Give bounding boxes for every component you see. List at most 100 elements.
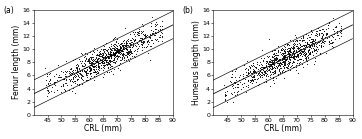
- Point: [113, 36, 118, 38]
- Point: [227, 80, 232, 82]
- Point: [287, 50, 293, 53]
- Point: [45, 75, 50, 77]
- Point: [306, 53, 312, 55]
- Point: [131, 33, 137, 35]
- Point: [127, 50, 133, 52]
- Point: [326, 22, 332, 25]
- Point: [300, 47, 306, 50]
- Point: [116, 50, 122, 52]
- Point: [314, 30, 320, 32]
- Point: [155, 31, 161, 33]
- Point: [229, 76, 235, 78]
- Point: [127, 32, 133, 35]
- Point: [82, 70, 88, 72]
- Point: [293, 50, 299, 52]
- Point: [266, 38, 272, 40]
- Point: [88, 62, 93, 64]
- Point: [121, 48, 127, 50]
- Point: [85, 60, 91, 63]
- Point: [91, 75, 97, 77]
- Point: [99, 60, 105, 63]
- Point: [95, 64, 101, 66]
- Point: [129, 52, 134, 54]
- Point: [268, 74, 273, 76]
- Point: [310, 54, 316, 57]
- Point: [105, 51, 111, 53]
- Point: [313, 45, 319, 47]
- Point: [296, 50, 302, 53]
- Point: [114, 58, 120, 60]
- Point: [267, 60, 273, 62]
- Point: [75, 74, 81, 77]
- Point: [132, 31, 138, 33]
- Point: [282, 70, 287, 72]
- Point: [129, 46, 135, 49]
- Point: [68, 78, 73, 80]
- Point: [260, 66, 265, 68]
- Point: [281, 49, 286, 51]
- Point: [112, 52, 118, 54]
- Point: [121, 44, 127, 46]
- Point: [271, 55, 277, 58]
- Point: [63, 75, 68, 77]
- Point: [108, 51, 113, 53]
- Point: [93, 68, 99, 70]
- Point: [265, 70, 270, 72]
- Point: [245, 72, 251, 75]
- Point: [51, 91, 57, 93]
- Point: [275, 73, 281, 75]
- Point: [92, 47, 97, 49]
- Point: [68, 74, 74, 77]
- Point: [291, 50, 297, 52]
- Point: [302, 41, 308, 43]
- Point: [139, 46, 145, 48]
- Point: [278, 53, 284, 55]
- Point: [138, 43, 144, 46]
- Point: [70, 69, 76, 71]
- Point: [230, 93, 235, 95]
- Point: [112, 53, 118, 55]
- Point: [121, 57, 127, 59]
- Point: [98, 61, 104, 64]
- Point: [290, 57, 295, 60]
- Point: [273, 65, 279, 67]
- Point: [282, 52, 287, 54]
- Point: [113, 47, 118, 49]
- Point: [275, 64, 281, 67]
- Point: [75, 71, 81, 73]
- Point: [135, 34, 141, 36]
- Point: [82, 67, 88, 69]
- Point: [264, 61, 270, 64]
- Point: [66, 78, 72, 80]
- Point: [97, 52, 103, 54]
- Point: [155, 29, 160, 31]
- Point: [296, 47, 302, 49]
- Text: (a): (a): [3, 6, 14, 15]
- Point: [68, 84, 73, 86]
- Point: [69, 73, 75, 75]
- Point: [304, 55, 310, 57]
- Point: [319, 45, 324, 47]
- Point: [90, 68, 96, 70]
- Point: [124, 44, 130, 46]
- Point: [312, 41, 318, 43]
- Point: [55, 75, 60, 78]
- Point: [111, 49, 117, 51]
- Point: [257, 75, 263, 77]
- Point: [81, 65, 87, 67]
- Point: [149, 33, 155, 35]
- Point: [249, 80, 254, 82]
- Point: [283, 59, 289, 61]
- Point: [282, 54, 287, 56]
- Point: [84, 60, 90, 62]
- Point: [306, 51, 311, 53]
- Point: [291, 42, 296, 44]
- Point: [241, 82, 247, 84]
- Point: [294, 39, 300, 42]
- Point: [109, 56, 114, 58]
- Point: [100, 54, 106, 56]
- X-axis label: CRL (mm): CRL (mm): [264, 124, 302, 133]
- Point: [73, 67, 79, 69]
- Point: [263, 81, 269, 83]
- Point: [283, 59, 289, 61]
